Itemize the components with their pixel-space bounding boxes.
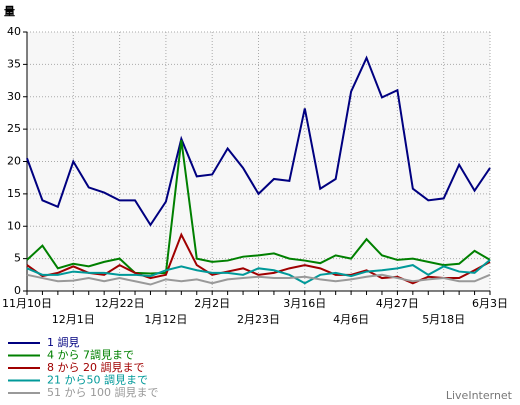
x-tick-label: 5月18日 — [422, 313, 465, 326]
series-line — [26, 259, 491, 285]
y-tick-label: 5 — [14, 252, 21, 265]
legend-label: 8 から 20 調見まで — [47, 360, 145, 374]
legend-label: 4 から 7調見まで — [47, 348, 134, 362]
y-axis-label: 量 — [4, 5, 15, 18]
y-tick-label: 25 — [7, 122, 21, 135]
x-tick-label: 4月6日 — [333, 313, 369, 326]
y-tick-label: 35 — [7, 57, 21, 70]
y-tick-label: 20 — [7, 155, 21, 168]
legend-label: 51 から 100 調見まで — [47, 385, 158, 399]
legend-label: 1 調見 — [47, 335, 80, 349]
series-line — [26, 273, 491, 286]
y-tick-label: 10 — [7, 219, 21, 232]
legend-label: 21 から50 調見まで — [47, 373, 148, 387]
y-tick-label: 40 — [7, 25, 21, 38]
y-tick-label: 15 — [7, 187, 21, 200]
series-line — [26, 140, 491, 275]
x-tick-label: 12月1日 — [52, 313, 95, 326]
x-tick-label: 3月16日 — [283, 297, 326, 310]
x-tick-label: 12月22日 — [95, 297, 145, 310]
series-line — [26, 232, 491, 285]
x-tick-label: 4月27日 — [376, 297, 419, 310]
x-tick-label: 2月2日 — [194, 297, 230, 310]
y-tick-label: 30 — [7, 90, 21, 103]
x-tick-label: 11月10日 — [2, 297, 52, 310]
watermark: LiveInternet — [446, 389, 513, 402]
y-tick-label: 0 — [14, 284, 21, 297]
x-tick-label: 6月3日 — [472, 297, 508, 310]
x-tick-label: 1月12日 — [144, 313, 187, 326]
x-tick-label: 2月23日 — [237, 313, 280, 326]
series-line — [26, 55, 491, 227]
